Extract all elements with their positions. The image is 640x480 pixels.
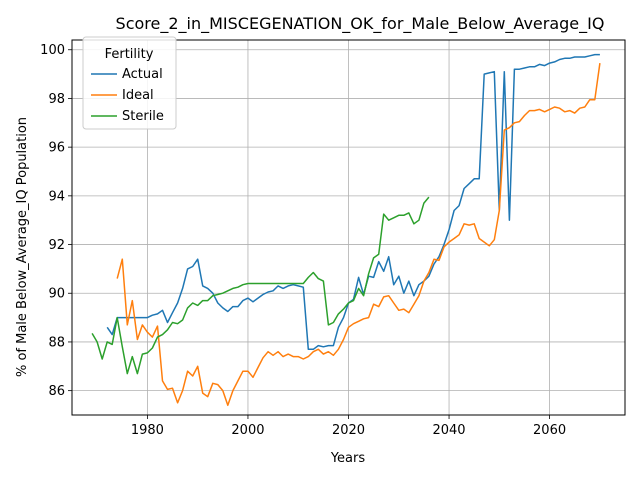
x-tick-label: 2060 <box>533 423 566 438</box>
y-tick-label: 86 <box>48 384 65 399</box>
y-axis-label: % of Male Below_Average_IQ Population <box>15 117 30 377</box>
legend-label-ideal: Ideal <box>122 88 154 103</box>
legend-label-sterile: Sterile <box>122 109 164 124</box>
series-line-sterile <box>91 196 430 375</box>
x-tick-label: 2040 <box>432 423 465 438</box>
x-tick-label: 1980 <box>131 423 164 438</box>
y-tick-label: 100 <box>40 43 65 58</box>
grid <box>72 40 625 415</box>
y-tick-label: 88 <box>48 335 65 350</box>
y-tick-label: 90 <box>48 287 65 302</box>
x-tick-label: 2000 <box>231 423 264 438</box>
y-tick-label: 96 <box>48 141 65 156</box>
chart-title: Score_2_in_MISCEGENATION_OK_for_Male_Bel… <box>116 14 605 34</box>
axis-ticks: 1980 2000 2020 2040 2060 86 88 90 92 94 96 98 100 <box>40 43 566 438</box>
series-line-ideal <box>116 62 601 407</box>
x-tick-label: 2020 <box>332 423 365 438</box>
legend-title: Fertility <box>105 47 154 62</box>
y-tick-label: 92 <box>48 238 65 253</box>
legend-entries: Actual Ideal Sterile <box>91 67 164 124</box>
legend-label-actual: Actual <box>122 67 163 82</box>
y-tick-label: 94 <box>48 189 65 204</box>
y-tick-label: 98 <box>48 92 65 107</box>
legend: Fertility Actual Ideal Sterile <box>82 36 177 130</box>
legend-box <box>82 36 177 130</box>
x-axis-label: Years <box>330 451 366 466</box>
series-lines <box>91 53 601 407</box>
